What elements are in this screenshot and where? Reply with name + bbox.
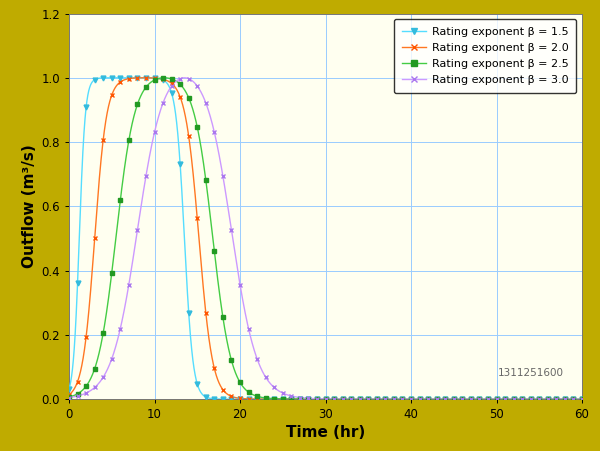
X-axis label: Time (hr): Time (hr) <box>286 425 365 440</box>
Text: 1311251600: 1311251600 <box>498 368 564 378</box>
Y-axis label: Outflow (m³/s): Outflow (m³/s) <box>22 144 37 268</box>
Legend: Rating exponent β = 1.5, Rating exponent β = 2.0, Rating exponent β = 2.5, Ratin: Rating exponent β = 1.5, Rating exponent… <box>394 19 577 93</box>
